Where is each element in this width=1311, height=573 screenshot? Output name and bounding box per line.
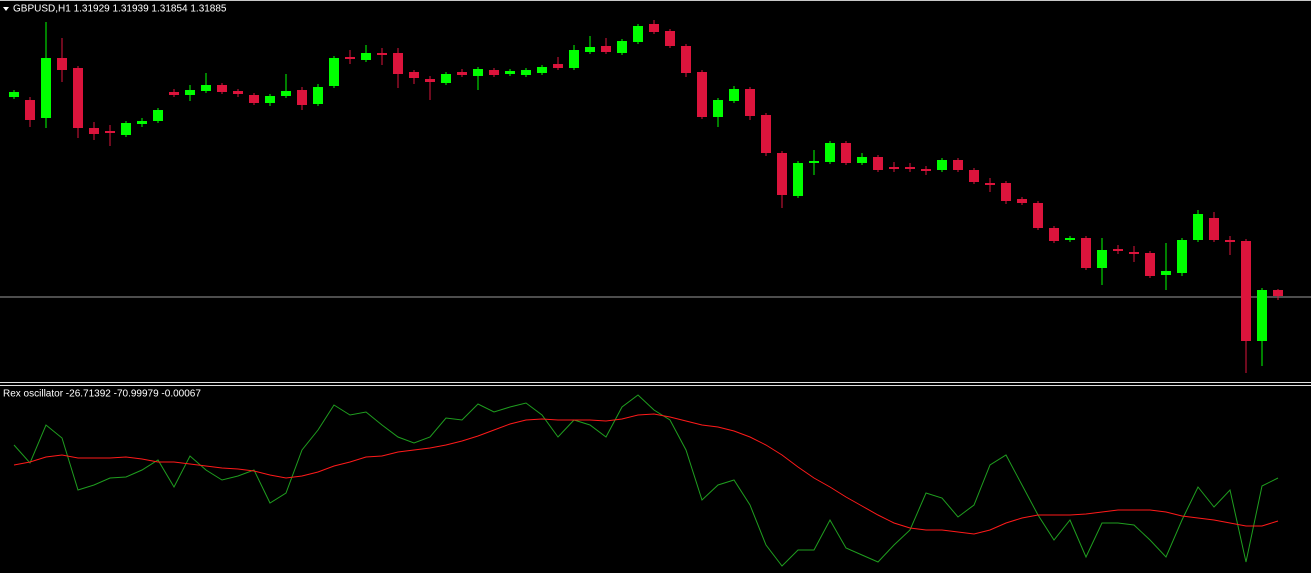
candle-body xyxy=(297,90,307,105)
candle-body xyxy=(409,72,419,78)
candle-body xyxy=(521,70,531,75)
candle-body xyxy=(1113,249,1123,251)
candle-body xyxy=(585,47,595,52)
candle-body xyxy=(233,91,243,94)
candle-body xyxy=(1129,252,1139,254)
candle-body xyxy=(57,58,67,70)
candle-body xyxy=(841,143,851,163)
indicator-title: Rex oscillator -26.71392 -70.99979 -0.00… xyxy=(3,389,201,400)
candle-body xyxy=(1193,214,1203,240)
candle-body xyxy=(121,123,131,135)
candle-body xyxy=(537,67,547,73)
candle-body xyxy=(873,157,883,170)
candle-body xyxy=(89,128,99,134)
candle-body xyxy=(809,161,819,163)
candle-body xyxy=(1033,203,1043,228)
candle-body xyxy=(1161,271,1171,275)
candle-body xyxy=(25,100,35,120)
candle-body xyxy=(745,89,755,116)
candle-body xyxy=(889,167,899,169)
candle-body xyxy=(329,58,339,86)
candle-body xyxy=(921,169,931,171)
candle-body xyxy=(1241,241,1251,341)
candle-body xyxy=(441,74,451,83)
candle-body xyxy=(969,170,979,182)
candle-body xyxy=(1225,240,1235,242)
oscillator-line xyxy=(13,413,1279,535)
candle-body xyxy=(569,50,579,68)
candle-body xyxy=(377,53,387,55)
candle-body xyxy=(1145,253,1155,276)
candle-body xyxy=(265,96,275,103)
candle-body xyxy=(601,46,611,52)
candle-body xyxy=(1081,238,1091,268)
oscillator-line xyxy=(13,394,1279,567)
candle-body xyxy=(1273,290,1283,296)
candle-body xyxy=(985,183,995,185)
candle-body xyxy=(425,79,435,82)
candle-body xyxy=(457,72,467,75)
candle-body xyxy=(473,69,483,76)
candle-body xyxy=(217,85,227,92)
candle-body xyxy=(729,89,739,101)
candle-body xyxy=(1257,290,1267,341)
candle-body xyxy=(681,46,691,73)
candle-body xyxy=(105,131,115,133)
candle-body xyxy=(553,64,563,68)
candle-body xyxy=(1017,199,1027,203)
candle-body xyxy=(169,92,179,95)
candle-body xyxy=(761,115,771,153)
candle-body xyxy=(9,92,19,97)
candle-body xyxy=(953,160,963,170)
candle-body xyxy=(361,53,371,60)
candle-body xyxy=(137,121,147,124)
candle-body xyxy=(793,163,803,196)
candle-body xyxy=(1177,240,1187,273)
candle-body xyxy=(1065,238,1075,240)
candle-body xyxy=(825,143,835,162)
candle-body xyxy=(617,41,627,53)
candle-body xyxy=(345,57,355,59)
candle-body xyxy=(313,87,323,104)
candle-body xyxy=(905,167,915,169)
candle-body xyxy=(665,31,675,46)
candle-body xyxy=(649,24,659,32)
candle-body xyxy=(697,72,707,117)
candle-body xyxy=(1001,183,1011,201)
candle-body xyxy=(1097,250,1107,268)
candle-body xyxy=(857,157,867,163)
candle-body xyxy=(489,70,499,75)
candle-body xyxy=(937,160,947,170)
candle-body xyxy=(201,85,211,91)
candle-body xyxy=(73,68,83,128)
candle-body xyxy=(41,58,51,118)
candle-body xyxy=(185,90,195,95)
candle-body xyxy=(153,110,163,121)
candle-body xyxy=(1049,228,1059,241)
candle-body xyxy=(505,71,515,74)
menu-arrow[interactable] xyxy=(3,7,9,11)
candle-body xyxy=(393,53,403,74)
candle-body xyxy=(1209,218,1219,240)
candle-body xyxy=(633,26,643,42)
candle-body xyxy=(713,100,723,117)
candle-body xyxy=(281,91,291,96)
candle-body xyxy=(777,153,787,195)
candle-body xyxy=(249,95,259,103)
chart-title: GBPUSD,H1 1.31929 1.31939 1.31854 1.3188… xyxy=(13,4,227,15)
